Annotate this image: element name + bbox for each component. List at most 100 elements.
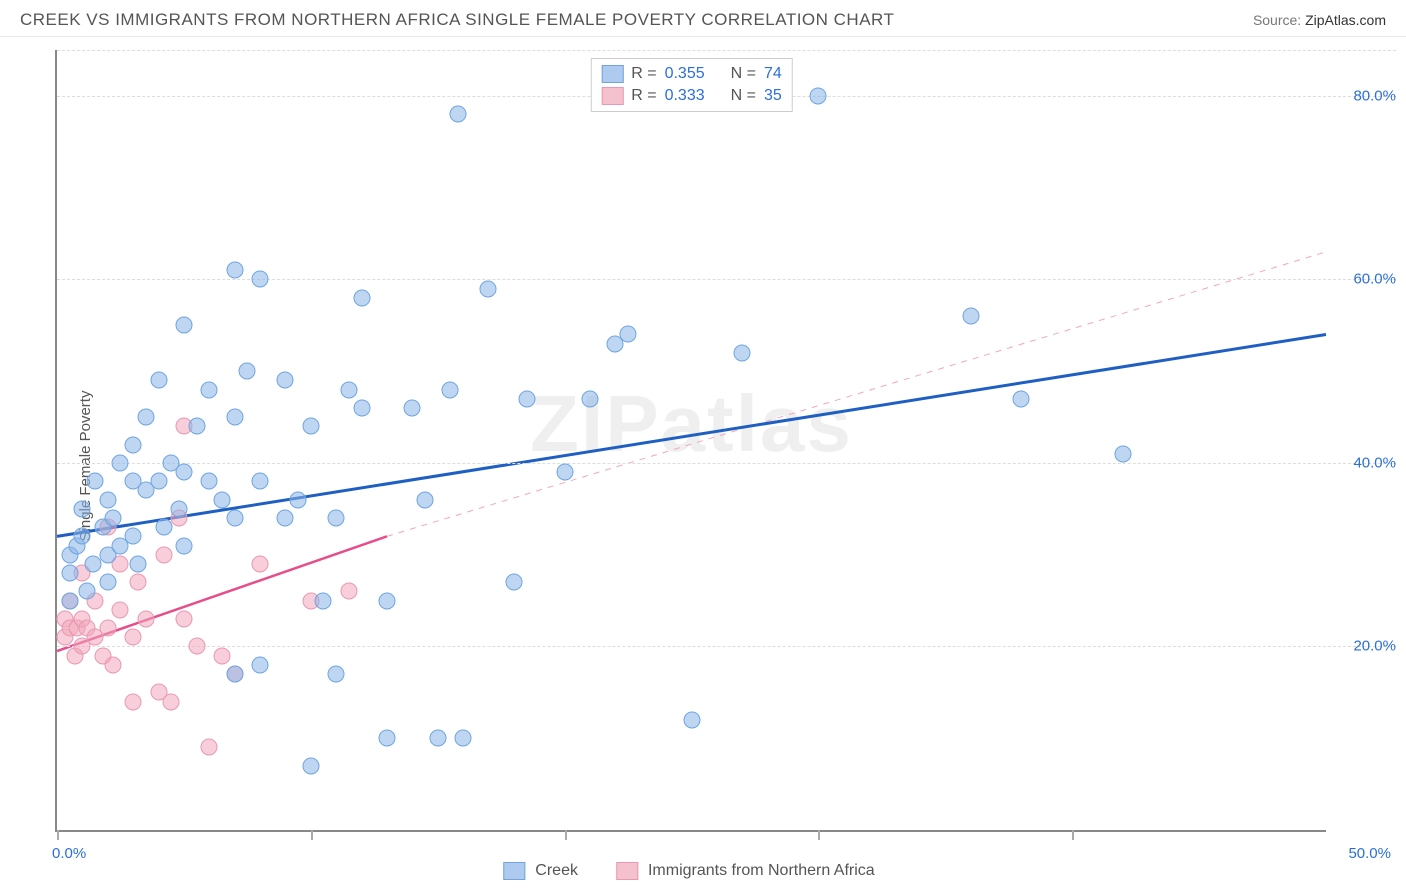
scatter-point	[112, 601, 129, 618]
legend-swatch	[616, 862, 638, 880]
scatter-point	[378, 730, 395, 747]
scatter-point	[99, 491, 116, 508]
scatter-point	[277, 372, 294, 389]
n-label: N =	[731, 87, 756, 105]
scatter-point	[252, 473, 269, 490]
scatter-point	[442, 381, 459, 398]
scatter-point	[620, 326, 637, 343]
scatter-point	[450, 106, 467, 123]
scatter-point	[505, 574, 522, 591]
scatter-point	[104, 656, 121, 673]
scatter-point	[112, 454, 129, 471]
scatter-point	[683, 711, 700, 728]
r-label: R =	[631, 87, 656, 105]
scatter-point	[340, 583, 357, 600]
scatter-point	[302, 418, 319, 435]
scatter-point	[213, 647, 230, 664]
scatter-point	[137, 409, 154, 426]
scatter-point	[226, 510, 243, 527]
scatter-point	[130, 574, 147, 591]
scatter-point	[61, 592, 78, 609]
scatter-point	[556, 464, 573, 481]
legend-swatch	[601, 87, 623, 105]
scatter-point	[226, 262, 243, 279]
scatter-point	[480, 280, 497, 297]
chart-header: CREEK VS IMMIGRANTS FROM NORTHERN AFRICA…	[0, 0, 1406, 37]
chart-area: Single Female Poverty ZIPatlas R =0.355N…	[0, 40, 1406, 892]
scatter-point	[155, 519, 172, 536]
y-tick-label: 20.0%	[1353, 638, 1396, 655]
x-tick	[57, 830, 59, 840]
scatter-point	[962, 308, 979, 325]
scatter-point	[353, 289, 370, 306]
chart-title: CREEK VS IMMIGRANTS FROM NORTHERN AFRICA…	[20, 10, 894, 30]
y-tick-label: 40.0%	[1353, 454, 1396, 471]
gridline	[57, 50, 1396, 51]
stats-legend-row: R = 0.355 N = 74	[601, 63, 782, 85]
scatter-point	[61, 565, 78, 582]
scatter-point	[328, 666, 345, 683]
scatter-point	[74, 528, 91, 545]
source-attribution: Source: ZipAtlas.com	[1253, 12, 1386, 28]
scatter-point	[226, 409, 243, 426]
scatter-point	[125, 436, 142, 453]
scatter-point	[290, 491, 307, 508]
scatter-point	[581, 390, 598, 407]
x-tick	[565, 830, 567, 840]
scatter-point	[518, 390, 535, 407]
x-axis-max-label: 50.0%	[1348, 845, 1391, 862]
scatter-point	[87, 473, 104, 490]
y-tick-label: 60.0%	[1353, 271, 1396, 288]
scatter-point	[734, 344, 751, 361]
scatter-point	[99, 620, 116, 637]
scatter-point	[252, 555, 269, 572]
source-value: ZipAtlas.com	[1305, 12, 1386, 28]
scatter-point	[252, 271, 269, 288]
scatter-point	[79, 583, 96, 600]
legend-label: Immigrants from Northern Africa	[648, 862, 875, 880]
scatter-point	[201, 381, 218, 398]
n-value: 35	[764, 87, 782, 105]
scatter-point	[84, 555, 101, 572]
scatter-point	[201, 739, 218, 756]
scatter-point	[340, 381, 357, 398]
scatter-point	[404, 399, 421, 416]
stats-legend-row: R =0.333N =35	[601, 85, 782, 107]
scatter-point	[328, 510, 345, 527]
scatter-point	[150, 372, 167, 389]
scatter-point	[252, 656, 269, 673]
scatter-point	[429, 730, 446, 747]
n-label: N =	[731, 65, 756, 83]
scatter-point	[315, 592, 332, 609]
scatter-point	[175, 317, 192, 334]
scatter-point	[125, 629, 142, 646]
x-tick	[311, 830, 313, 840]
scatter-point	[175, 464, 192, 481]
scatter-point	[155, 546, 172, 563]
scatter-point	[104, 510, 121, 527]
scatter-point	[150, 473, 167, 490]
scatter-point	[170, 500, 187, 517]
source-label: Source:	[1253, 12, 1301, 28]
scatter-point	[378, 592, 395, 609]
r-label: R =	[631, 65, 656, 83]
series-legend: Creek Immigrants from Northern Africa	[503, 862, 902, 880]
y-tick-label: 80.0%	[1353, 87, 1396, 104]
scatter-point	[213, 491, 230, 508]
legend-swatch	[503, 862, 525, 880]
n-value: 74	[764, 65, 782, 83]
scatter-point	[277, 510, 294, 527]
scatter-point	[188, 418, 205, 435]
r-value: 0.355	[665, 65, 705, 83]
gridline	[57, 646, 1396, 647]
scatter-point	[810, 87, 827, 104]
scatter-point	[1013, 390, 1030, 407]
scatter-point	[99, 574, 116, 591]
x-tick	[818, 830, 820, 840]
scatter-point	[175, 610, 192, 627]
scatter-point	[130, 555, 147, 572]
legend-label: Creek	[535, 862, 578, 880]
x-tick	[1072, 830, 1074, 840]
scatter-point	[125, 528, 142, 545]
scatter-point	[201, 473, 218, 490]
